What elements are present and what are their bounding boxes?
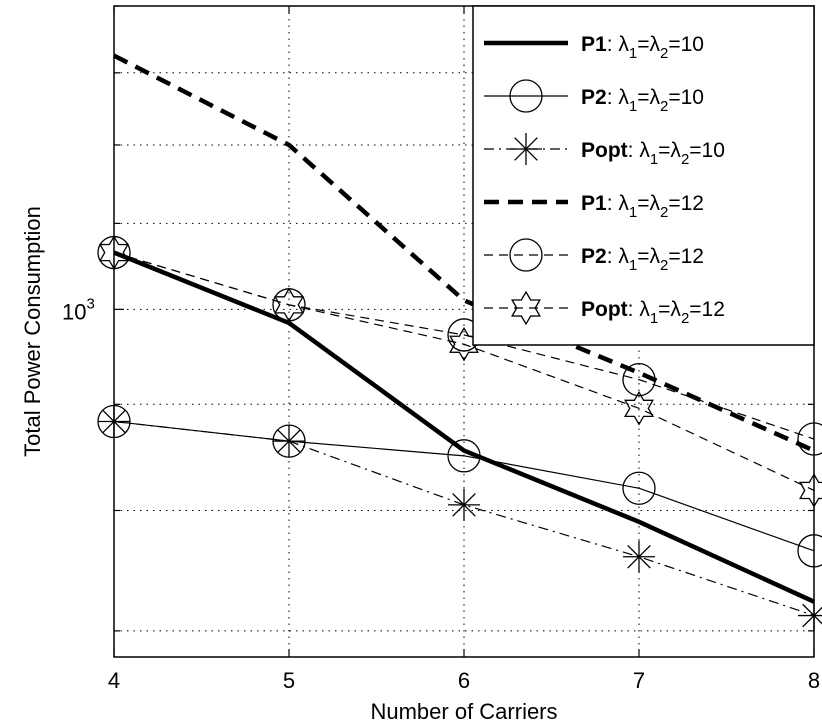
legend-label-text: : λ: [607, 192, 630, 215]
legend-entry: P2: λ1=λ2=10: [484, 79, 704, 115]
legend-label: P1: λ1=λ2=10: [581, 33, 704, 62]
series-3: [98, 405, 822, 632]
series-line: [113, 420, 815, 617]
legend-subscript: 1: [629, 98, 637, 115]
hexagram-marker: [511, 290, 541, 326]
legend-entry: P1: λ1=λ2=12: [484, 192, 704, 221]
x-tick-label: 6: [458, 668, 470, 693]
legend-label: P2: λ1=λ2=12: [581, 245, 704, 274]
legend-subscript: 1: [650, 310, 658, 327]
legend-subscript: 2: [660, 204, 668, 221]
legend-lambda-value: =10: [668, 86, 704, 109]
y-tick-label: 103: [62, 295, 95, 324]
legend-label-text: =λ: [637, 245, 660, 268]
y-axis-label: Total Power Consumption: [20, 206, 45, 457]
legend-lambda-value: =12: [689, 298, 725, 321]
legend-label-text: =λ: [637, 86, 660, 109]
circle-marker: [797, 422, 822, 456]
asterisk-marker: [273, 425, 305, 458]
series-2: [97, 404, 822, 568]
circle-marker: [509, 238, 543, 272]
legend-lambda-value: =12: [668, 192, 704, 215]
asterisk-marker: [623, 540, 655, 573]
legend-subscript: 1: [629, 45, 637, 62]
legend-label-text: : λ: [607, 86, 630, 109]
legend-subscript: 1: [629, 257, 637, 274]
legend-box: [472, 5, 815, 346]
legend-label-text: : λ: [628, 139, 651, 162]
legend-subscript: 2: [681, 151, 689, 168]
legend-subscript: 2: [681, 310, 689, 327]
legend-label-bold: P1: [581, 33, 607, 56]
series-line: [113, 251, 815, 491]
legend-label-text: =λ: [637, 33, 660, 56]
series-1: [113, 250, 815, 604]
hexagram-marker: [624, 391, 654, 426]
legend-subscript: 1: [629, 204, 637, 221]
legend-subscript: 2: [660, 45, 668, 62]
legend-label-bold: P1: [581, 192, 607, 215]
asterisk-marker: [448, 488, 480, 521]
series-line: [113, 420, 815, 552]
series-line: [113, 250, 815, 604]
legend-lambda-value: =10: [689, 139, 725, 162]
legend-label-bold: P2: [581, 245, 607, 268]
legend-label-text: =λ: [658, 139, 681, 162]
circle-marker: [622, 362, 656, 397]
x-axis-label: Number of Carriers: [370, 699, 557, 724]
legend-entry: P2: λ1=λ2=12: [484, 238, 704, 274]
x-tick-label: 8: [808, 668, 820, 693]
legend-label-text: =λ: [637, 192, 660, 215]
legend-label-bold: Popt: [581, 139, 628, 162]
circle-marker: [447, 439, 481, 473]
x-tick-label: 5: [283, 668, 295, 693]
legend-label-text: =λ: [658, 298, 681, 321]
x-tick-label: 4: [108, 668, 120, 693]
series-line: [112, 53, 815, 453]
legend-subscript: 1: [650, 151, 658, 168]
legend-label: Popt: λ1=λ2=10: [581, 139, 725, 168]
legend-label-bold: P2: [581, 86, 607, 109]
legend-entry: P1: λ1=λ2=10: [484, 33, 704, 62]
legend-label-bold: Popt: [581, 298, 628, 321]
asterisk-marker: [510, 133, 542, 165]
legend-subscript: 2: [660, 257, 668, 274]
hexagram-marker: [799, 473, 822, 508]
series-4: [112, 53, 815, 453]
y-tick-exponent: 3: [86, 295, 94, 312]
legend-label: P1: λ1=λ2=12: [581, 192, 704, 221]
y-tick-base: 10: [62, 299, 86, 324]
legend-label: P2: λ1=λ2=10: [581, 86, 704, 115]
x-tick-label: 7: [633, 668, 645, 693]
circle-marker: [622, 471, 656, 505]
legend-label-text: : λ: [628, 298, 651, 321]
circle-marker: [797, 534, 822, 568]
legend-lambda-value: =12: [668, 245, 704, 268]
legend-subscript: 2: [660, 98, 668, 115]
legend-lambda-value: =10: [668, 33, 704, 56]
legend-label: Popt: λ1=λ2=12: [581, 298, 725, 327]
legend-label-text: : λ: [607, 245, 630, 268]
asterisk-marker: [798, 599, 822, 632]
circle-marker: [509, 79, 543, 113]
legend-entry: Popt: λ1=λ2=12: [484, 290, 725, 327]
legend-entry: Popt: λ1=λ2=10: [484, 133, 725, 168]
hexagram-marker: [274, 287, 304, 323]
legend-label-text: : λ: [607, 33, 630, 56]
